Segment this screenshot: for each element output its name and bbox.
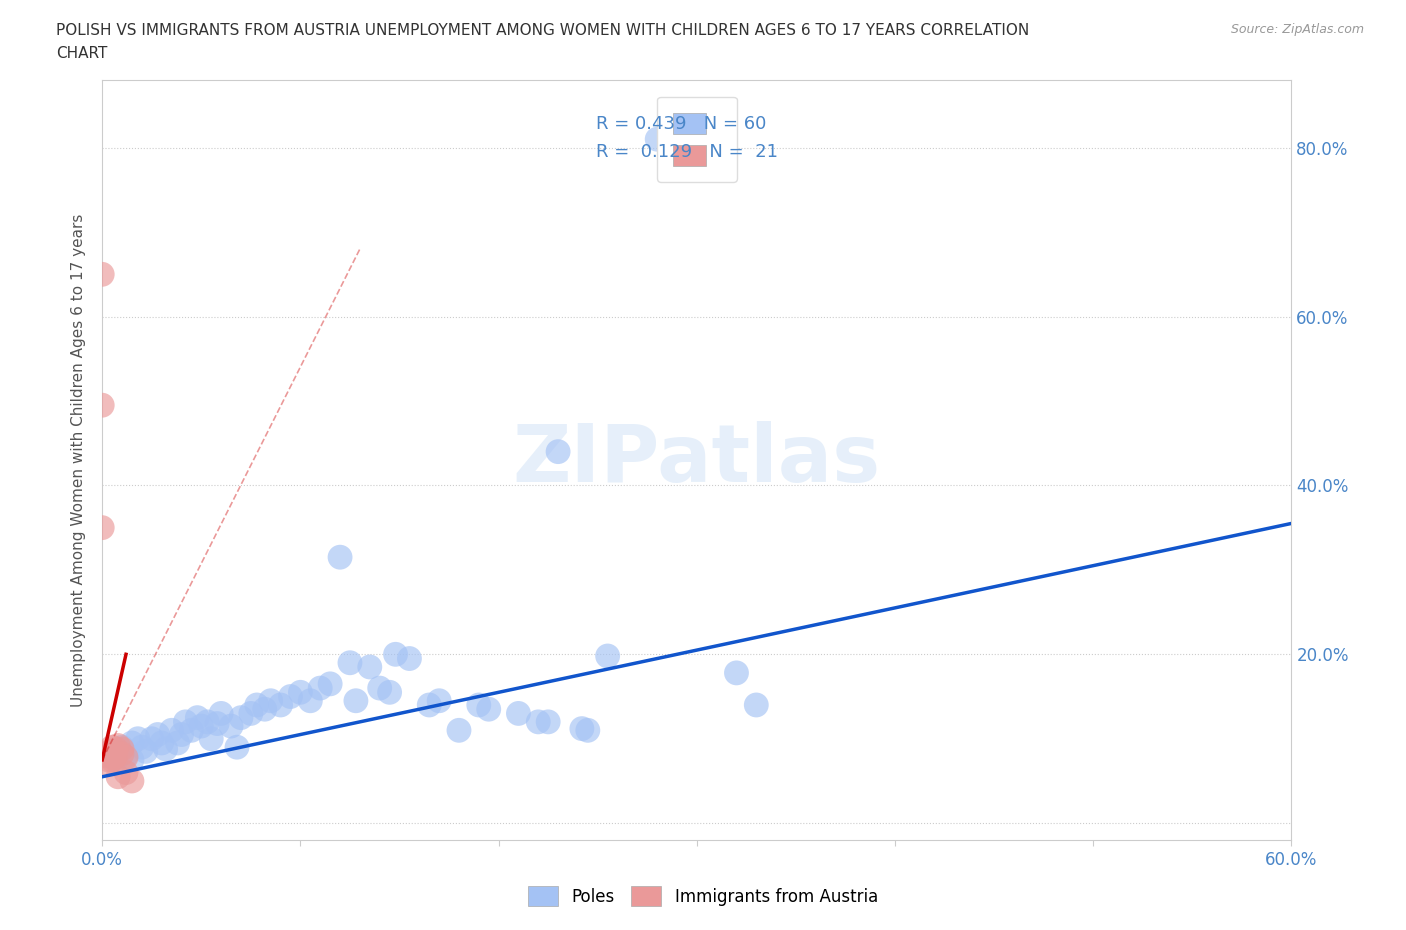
Point [270, 698, 292, 712]
Text: Source: ZipAtlas.com: Source: ZipAtlas.com [1230, 23, 1364, 36]
Point [111, 739, 134, 754]
Point [97, 757, 120, 772]
Point [186, 711, 208, 725]
Point [725, 666, 748, 681]
Point [91, 267, 114, 282]
Point [527, 714, 550, 729]
Point [101, 739, 124, 754]
Point [115, 750, 138, 764]
Point [111, 741, 134, 756]
Point [427, 693, 450, 708]
Point [319, 676, 342, 691]
Point [344, 693, 367, 708]
Point [368, 681, 391, 696]
Point [97, 752, 120, 767]
Point [111, 747, 134, 762]
Point [121, 774, 143, 789]
Point [127, 731, 149, 746]
Point [121, 752, 143, 767]
Point [131, 739, 153, 754]
Point [537, 714, 560, 729]
Point [121, 736, 143, 751]
Point [91, 398, 114, 413]
Point [174, 714, 197, 729]
Point [105, 752, 128, 767]
Text: CHART: CHART [56, 46, 108, 61]
Point [166, 736, 188, 751]
Point [378, 684, 401, 699]
Point [96, 749, 118, 764]
Point [239, 706, 262, 721]
Point [384, 647, 406, 662]
Point [170, 727, 193, 742]
Point [359, 659, 381, 674]
Point [150, 736, 173, 751]
Point [141, 731, 163, 746]
Point [135, 744, 157, 759]
Point [107, 738, 129, 753]
Legend: Poles, Immigrants from Austria: Poles, Immigrants from Austria [522, 880, 884, 912]
Point [280, 689, 302, 704]
Point [226, 739, 249, 754]
Point [260, 693, 283, 708]
Point [576, 723, 599, 737]
Point [101, 752, 124, 767]
Point [91, 520, 114, 535]
Point [547, 445, 569, 459]
Point [571, 721, 593, 736]
Point [105, 749, 128, 764]
Point [107, 769, 129, 784]
Point [160, 723, 183, 737]
Point [103, 750, 125, 764]
Point [468, 698, 491, 712]
Legend: , : , [657, 97, 737, 181]
Point [309, 681, 332, 696]
Point [447, 723, 470, 737]
Point [299, 693, 322, 708]
Point [329, 550, 352, 565]
Point [253, 702, 276, 717]
Point [115, 765, 138, 780]
Point [209, 706, 232, 721]
Point [290, 684, 312, 699]
Point [398, 651, 420, 666]
Point [103, 747, 125, 762]
Point [105, 741, 128, 756]
Point [745, 698, 768, 712]
Point [98, 749, 121, 764]
Point [115, 749, 138, 764]
Text: R =  0.129   N =  21: R = 0.129 N = 21 [596, 143, 778, 161]
Point [101, 744, 124, 759]
Point [190, 719, 212, 734]
Point [229, 711, 252, 725]
Point [339, 656, 361, 671]
Point [180, 723, 202, 737]
Point [146, 727, 169, 742]
Text: R = 0.439   N = 60: R = 0.439 N = 60 [596, 115, 766, 133]
Text: POLISH VS IMMIGRANTS FROM AUSTRIA UNEMPLOYMENT AMONG WOMEN WITH CHILDREN AGES 6 : POLISH VS IMMIGRANTS FROM AUSTRIA UNEMPL… [56, 23, 1029, 38]
Point [418, 698, 440, 712]
Point [98, 744, 121, 759]
Point [508, 706, 530, 721]
Y-axis label: Unemployment Among Women with Children Ages 6 to 17 years: Unemployment Among Women with Children A… [72, 213, 86, 707]
Point [246, 698, 269, 712]
Point [200, 731, 222, 746]
Point [155, 741, 177, 756]
Point [645, 132, 668, 147]
Text: ZIPatlas: ZIPatlas [513, 421, 882, 499]
Point [219, 719, 242, 734]
Point [596, 648, 619, 663]
Point [195, 714, 218, 729]
Point [478, 702, 501, 717]
Point [205, 716, 228, 731]
